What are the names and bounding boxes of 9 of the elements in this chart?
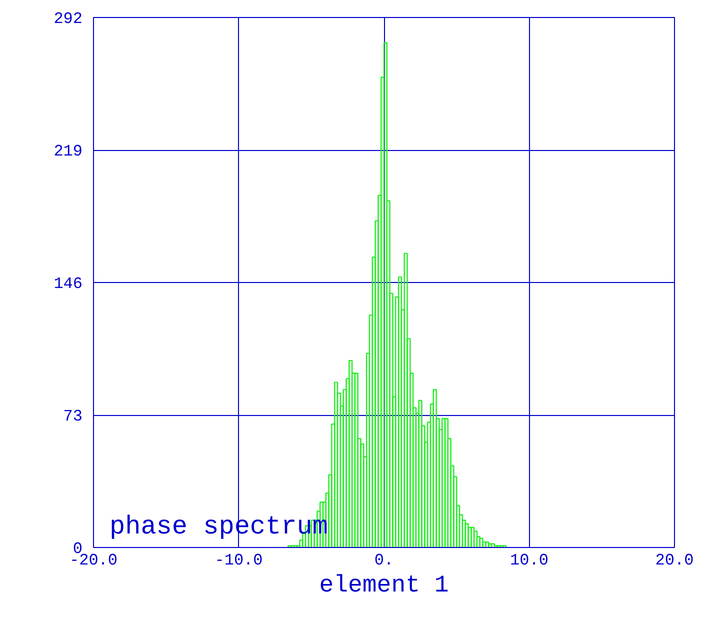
y-tick-label: 219	[54, 142, 83, 160]
y-tick-label: 292	[54, 10, 83, 28]
x-axis-title: element 1	[319, 572, 449, 600]
x-tick-label: 20.0	[655, 552, 694, 570]
y-tick-label: 146	[54, 275, 83, 293]
x-tick-label: -10.0	[214, 552, 263, 570]
x-tick-label: 0.	[374, 552, 394, 570]
y-tick-label: 73	[63, 408, 82, 426]
x-tick-label: 10.0	[510, 552, 548, 570]
